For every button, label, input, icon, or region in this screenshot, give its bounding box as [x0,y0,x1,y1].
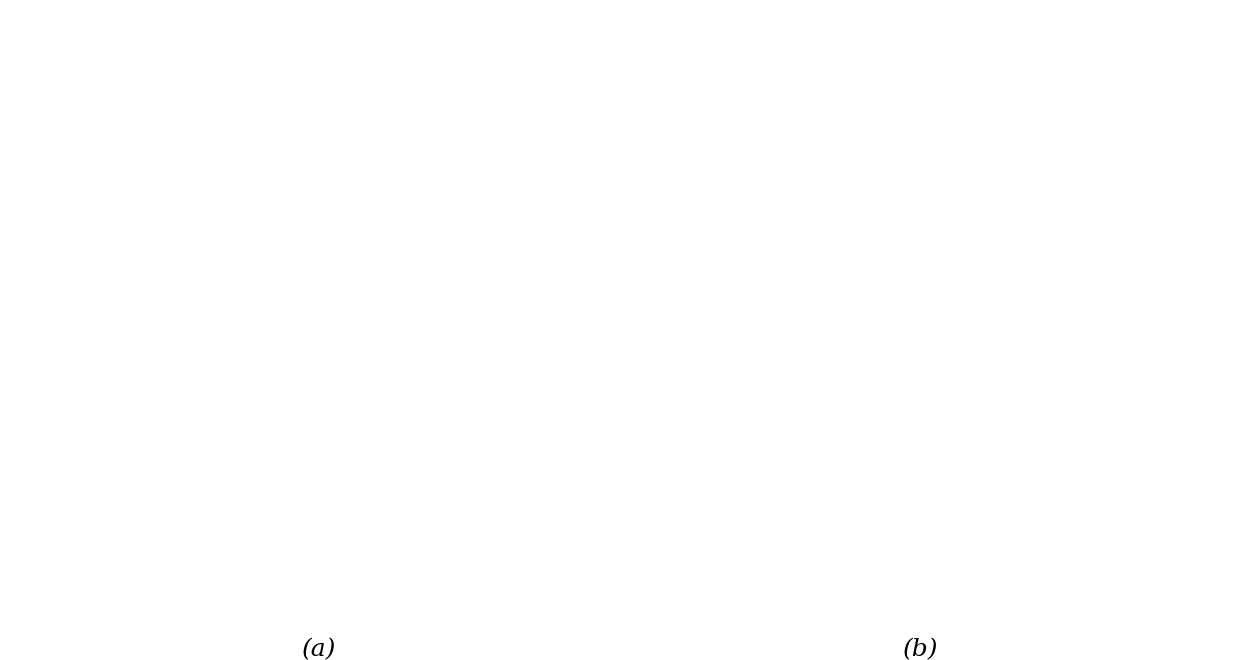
Ellipse shape [202,121,211,131]
Ellipse shape [987,351,996,361]
Polygon shape [977,345,993,362]
Ellipse shape [841,357,848,366]
Ellipse shape [796,284,813,304]
Ellipse shape [160,119,185,136]
Polygon shape [790,273,823,350]
Ellipse shape [1024,324,1029,332]
Ellipse shape [846,366,854,377]
Ellipse shape [317,125,321,131]
Ellipse shape [786,342,801,359]
Ellipse shape [980,288,992,304]
Polygon shape [170,123,196,135]
Ellipse shape [246,121,258,134]
Ellipse shape [176,164,181,170]
Ellipse shape [835,347,843,357]
Ellipse shape [900,367,908,376]
Ellipse shape [340,125,345,131]
Ellipse shape [362,126,367,131]
Ellipse shape [982,319,993,333]
Ellipse shape [1028,347,1033,354]
Ellipse shape [807,368,820,379]
Ellipse shape [270,125,278,133]
Polygon shape [790,356,805,373]
Ellipse shape [854,370,863,379]
Polygon shape [976,302,996,337]
Ellipse shape [791,323,813,341]
Ellipse shape [184,123,195,135]
Ellipse shape [66,122,76,139]
Polygon shape [983,282,991,294]
Ellipse shape [983,274,993,288]
Ellipse shape [867,368,873,378]
Polygon shape [806,359,823,376]
Ellipse shape [97,139,102,147]
Ellipse shape [918,339,930,354]
Ellipse shape [1024,312,1032,321]
Ellipse shape [187,166,191,171]
Ellipse shape [224,123,234,135]
Ellipse shape [796,358,813,372]
Ellipse shape [130,135,136,145]
Ellipse shape [914,366,934,383]
Ellipse shape [84,121,92,134]
Ellipse shape [1018,288,1027,300]
Ellipse shape [805,263,817,285]
Ellipse shape [913,323,924,338]
Ellipse shape [790,303,810,325]
Polygon shape [125,121,167,135]
Polygon shape [175,159,181,164]
Polygon shape [908,346,944,384]
Polygon shape [1017,313,1033,335]
Ellipse shape [136,123,153,137]
Ellipse shape [911,292,924,307]
Ellipse shape [386,125,389,131]
Polygon shape [68,123,82,139]
Polygon shape [805,267,816,280]
Polygon shape [129,129,136,145]
Ellipse shape [985,336,994,348]
Ellipse shape [294,124,300,131]
Text: (b): (b) [903,638,939,660]
Polygon shape [146,131,153,143]
Ellipse shape [1021,300,1029,310]
Ellipse shape [1027,335,1032,343]
Polygon shape [69,133,76,147]
Ellipse shape [782,365,794,378]
Ellipse shape [893,371,898,378]
Text: (a): (a) [303,638,336,660]
Ellipse shape [915,280,926,293]
Ellipse shape [908,306,923,323]
Ellipse shape [86,137,91,147]
Ellipse shape [915,349,937,374]
Ellipse shape [976,302,990,319]
Ellipse shape [883,366,890,374]
Ellipse shape [408,125,412,131]
Polygon shape [919,341,932,359]
Ellipse shape [118,117,149,135]
Ellipse shape [103,125,107,133]
